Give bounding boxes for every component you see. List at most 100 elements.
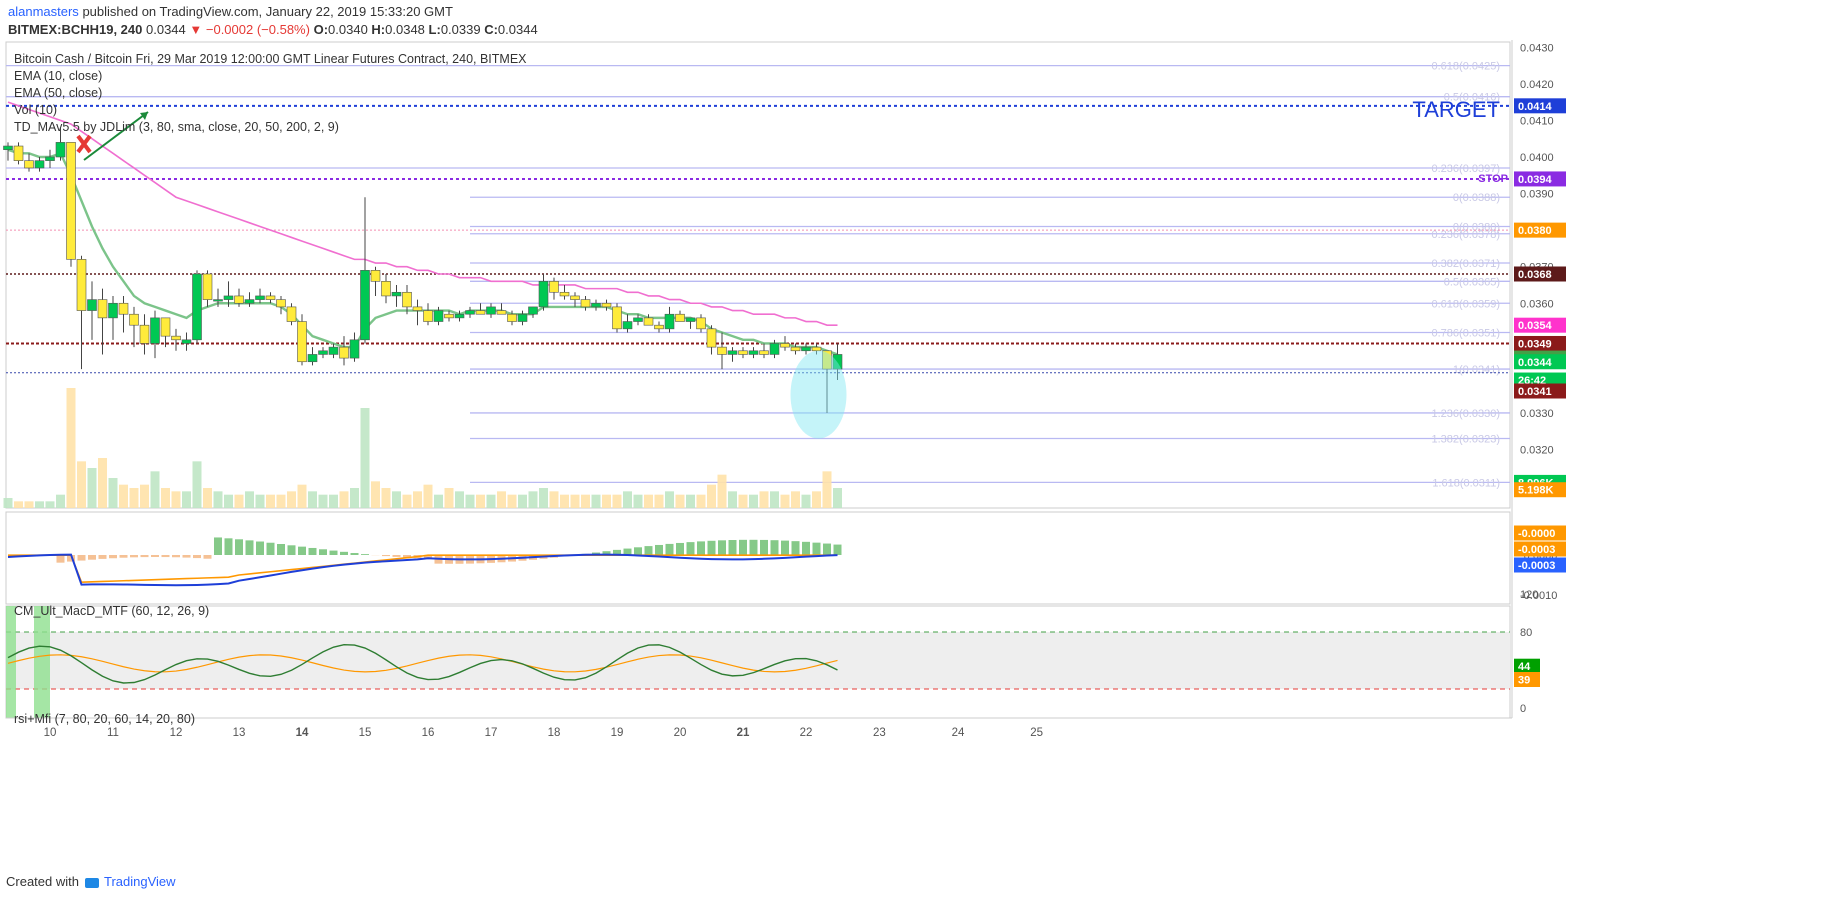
macd-histogram-bar (770, 540, 779, 555)
candle-body (465, 310, 475, 315)
macd-histogram-bar (623, 548, 632, 555)
rsi-band (6, 632, 1510, 689)
fib-level-label: 1.382(0.0323) (1432, 434, 1501, 446)
candle-body (528, 306, 538, 315)
volume-bar (182, 491, 191, 508)
legend-rsi[interactable]: rsi+Mfi (7, 80, 20, 60, 14, 20, 80) (14, 712, 195, 726)
volume-bar (14, 501, 23, 508)
volume-bar (224, 494, 233, 508)
macd-histogram-bar (329, 550, 338, 555)
price-tag-label: 0.0380 (1518, 225, 1552, 237)
fib-level-label: 1(0.0341) (1453, 364, 1500, 376)
candle-body (129, 313, 139, 326)
macd-histogram-bar (77, 555, 86, 561)
candle-body (255, 295, 265, 300)
macd-histogram-bar (676, 542, 684, 555)
price-tag (1514, 383, 1566, 399)
legend-volume[interactable]: Vol (10) (14, 103, 58, 117)
macd-histogram-bar (697, 541, 705, 555)
target-label: TARGET (1412, 97, 1500, 122)
macd-tag (1514, 541, 1566, 557)
volume-bar (56, 494, 65, 508)
macd-histogram-bar (823, 543, 831, 555)
tradingview-link[interactable]: TradingView (104, 874, 176, 889)
legend-td[interactable]: TD_MAv5.5 by JDLim (3, 80, sma, close, 2… (14, 120, 339, 134)
price-tag-label: 0.0394 (1518, 174, 1553, 186)
macd-histogram-bar (256, 541, 264, 555)
legend-ema10[interactable]: EMA (10, close) (14, 69, 103, 83)
volume-bar (675, 494, 685, 508)
legend-macd[interactable]: CM_Ult_MacD_MTF (60, 12, 26, 9) (14, 604, 210, 618)
volume-bar (192, 461, 202, 508)
time-tick-label: 18 (548, 727, 561, 739)
candle-body (223, 295, 234, 300)
candle-body (559, 291, 570, 297)
macd-histogram-bar (665, 543, 674, 555)
author-link[interactable]: alanmasters (8, 4, 79, 19)
macd-histogram-bar (245, 540, 254, 555)
volume-bar (738, 494, 748, 508)
price-tag-label: 0.0414 (1518, 101, 1553, 113)
volume-bar (476, 494, 485, 508)
candle-body (108, 302, 118, 319)
volume-bar (486, 494, 496, 508)
fib-level-label: 0.236(0.0378) (1432, 229, 1501, 241)
candle-body (171, 335, 181, 341)
time-tick-label: 11 (107, 727, 119, 739)
rsi-tick-label: 120 (1520, 589, 1538, 601)
candle-body (213, 299, 223, 302)
candle-body (181, 339, 192, 344)
fib-level-label: 0.236(0.0397) (1432, 163, 1501, 175)
candle-body (643, 317, 654, 326)
price-tag-label: 0.0349 (1518, 338, 1552, 350)
candle-body (748, 350, 759, 355)
macd-histogram-bar (613, 549, 621, 555)
volume-bar (759, 491, 769, 508)
macd-histogram-bar (833, 544, 842, 555)
legend-ema50[interactable]: EMA (50, close) (14, 86, 103, 100)
volume-bar (507, 494, 517, 508)
volume-bar (24, 501, 34, 508)
macd-histogram-bar (319, 549, 327, 555)
symbol: BITMEX:BCHH19, 240 (8, 22, 143, 37)
time-tick-label: 17 (485, 727, 498, 739)
volume-bar (402, 494, 412, 508)
rsi-tag (1514, 658, 1540, 674)
macd-histogram-bar (308, 547, 317, 555)
chart-canvas[interactable]: 0.618(0.0425) 0.5(0.0416) 0.236(0.0397) 0(0… (0, 40, 1828, 880)
fib-level-label: 0.618(0.0359) (1432, 298, 1501, 310)
volume-bar (696, 494, 706, 508)
price-change: ▼ −0.0002 (−0.58%) (189, 22, 310, 37)
candle-body (24, 160, 34, 169)
symbol-line: BITMEX:BCHH19, 240 0.0344 ▼ −0.0002 (−0.… (8, 22, 538, 37)
publish-line: alanmasters published on TradingView.com… (8, 4, 453, 19)
macd-histogram-bar (214, 537, 222, 555)
candle-body (622, 321, 633, 330)
volume-bar (707, 484, 716, 508)
time-tick-label: 22 (800, 727, 813, 739)
candle-body (759, 350, 769, 355)
price-tag (1514, 266, 1566, 282)
fib-level-label: 1.236(0.0330) (1432, 408, 1501, 420)
candle-body (318, 350, 328, 355)
volume-bar (518, 494, 527, 508)
candle-body (811, 346, 822, 352)
volume-bar (654, 494, 664, 508)
macd-histogram-bar (193, 555, 201, 559)
volume-bar (633, 494, 643, 508)
candle-body (349, 339, 360, 359)
rsi-zone (34, 606, 50, 718)
published-text: published on TradingView.com, January 22… (82, 4, 453, 19)
price-tick-label: 0.0430 (1520, 42, 1554, 54)
candle-body (66, 142, 76, 260)
macd-histogram-bar (119, 555, 128, 558)
macd-histogram-bar (151, 555, 159, 558)
volume-bar (528, 491, 538, 508)
volume-bar (171, 491, 181, 508)
volume-bar (339, 491, 349, 508)
volume-bar (423, 484, 433, 508)
volume-bar (287, 491, 296, 508)
candle-body (34, 160, 45, 169)
rsi-tag-label: 39 (1518, 675, 1530, 687)
candle-body (55, 142, 66, 158)
